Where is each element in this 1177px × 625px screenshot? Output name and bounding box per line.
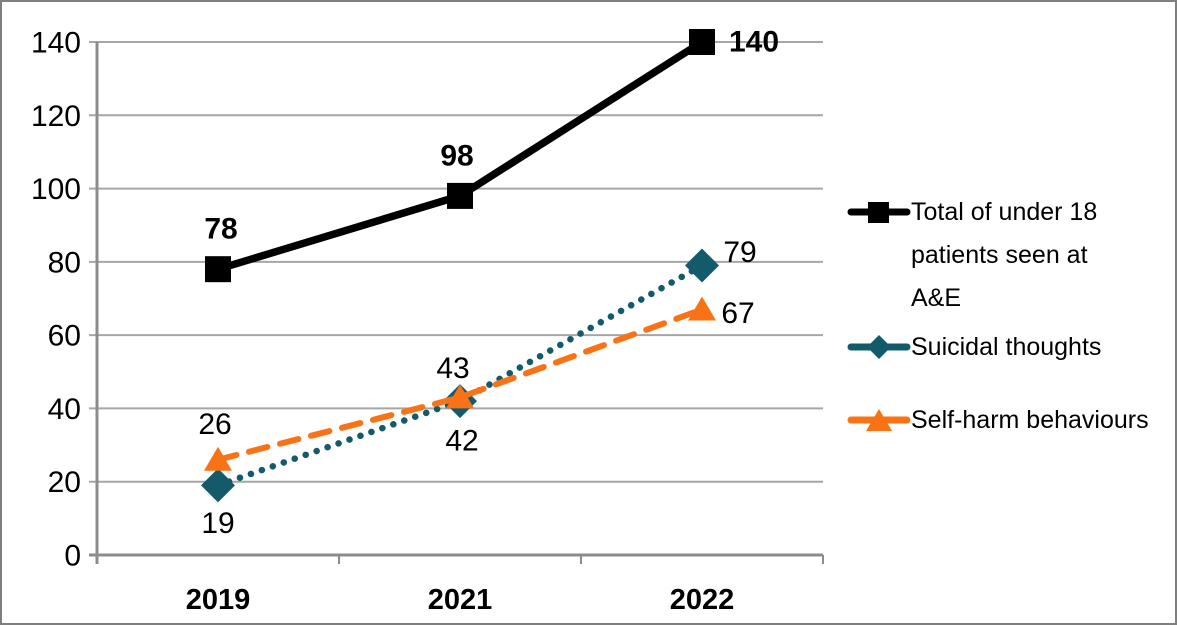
marker-square-icon bbox=[447, 182, 473, 209]
data-label: 78 bbox=[204, 213, 237, 246]
marker-triangle-icon bbox=[446, 384, 474, 409]
legend-item-self-harm: Self-harm behaviours bbox=[847, 399, 1149, 442]
y-tick-label: 20 bbox=[48, 466, 81, 499]
data-label: 79 bbox=[723, 236, 756, 269]
legend-triangle-series-icon bbox=[847, 409, 911, 431]
data-label: 98 bbox=[440, 139, 473, 172]
legend-label-self-harm: Self-harm behaviours bbox=[911, 406, 1149, 434]
y-tick-label: 60 bbox=[48, 320, 81, 353]
y-tick-label: 0 bbox=[64, 540, 81, 573]
x-tick-label: 2019 bbox=[186, 584, 251, 616]
series-line-triangle bbox=[215, 306, 705, 463]
x-tick-label: 2022 bbox=[670, 584, 735, 616]
marker-square-icon bbox=[205, 256, 231, 283]
data-label: 42 bbox=[445, 425, 478, 458]
data-label: 67 bbox=[721, 297, 754, 330]
legend-diamond-series-icon bbox=[847, 335, 911, 359]
data-label: 43 bbox=[436, 352, 469, 385]
y-tick-label: 120 bbox=[31, 100, 81, 133]
legend-label-total-under-18: Total of under 18 patients seen at A&E bbox=[911, 198, 1098, 312]
marker-diamond-icon bbox=[201, 468, 235, 503]
legend-item-suicidal-thoughts: Suicidal thoughts bbox=[847, 326, 1101, 369]
data-label: 26 bbox=[198, 408, 231, 441]
y-tick-label: 80 bbox=[48, 246, 81, 279]
marker-diamond-icon bbox=[685, 248, 719, 283]
marker-square-icon bbox=[689, 29, 715, 55]
legend-item-total-under-18: Total of under 18 patients seen at A&E bbox=[847, 191, 1139, 320]
y-tick-label: 100 bbox=[31, 173, 81, 206]
data-label: 19 bbox=[201, 507, 234, 540]
legend: Total of under 18 patients seen at A&E S… bbox=[847, 2, 1175, 623]
marker-triangle-icon bbox=[688, 296, 716, 321]
marker-triangle-icon bbox=[204, 446, 232, 471]
y-tick-label: 140 bbox=[31, 27, 81, 60]
data-label: 140 bbox=[729, 26, 779, 59]
legend-square-series-icon bbox=[847, 202, 911, 223]
legend-label-suicidal-thoughts: Suicidal thoughts bbox=[911, 333, 1102, 361]
y-tick-label: 40 bbox=[48, 393, 81, 426]
x-tick-label: 2021 bbox=[428, 584, 493, 616]
